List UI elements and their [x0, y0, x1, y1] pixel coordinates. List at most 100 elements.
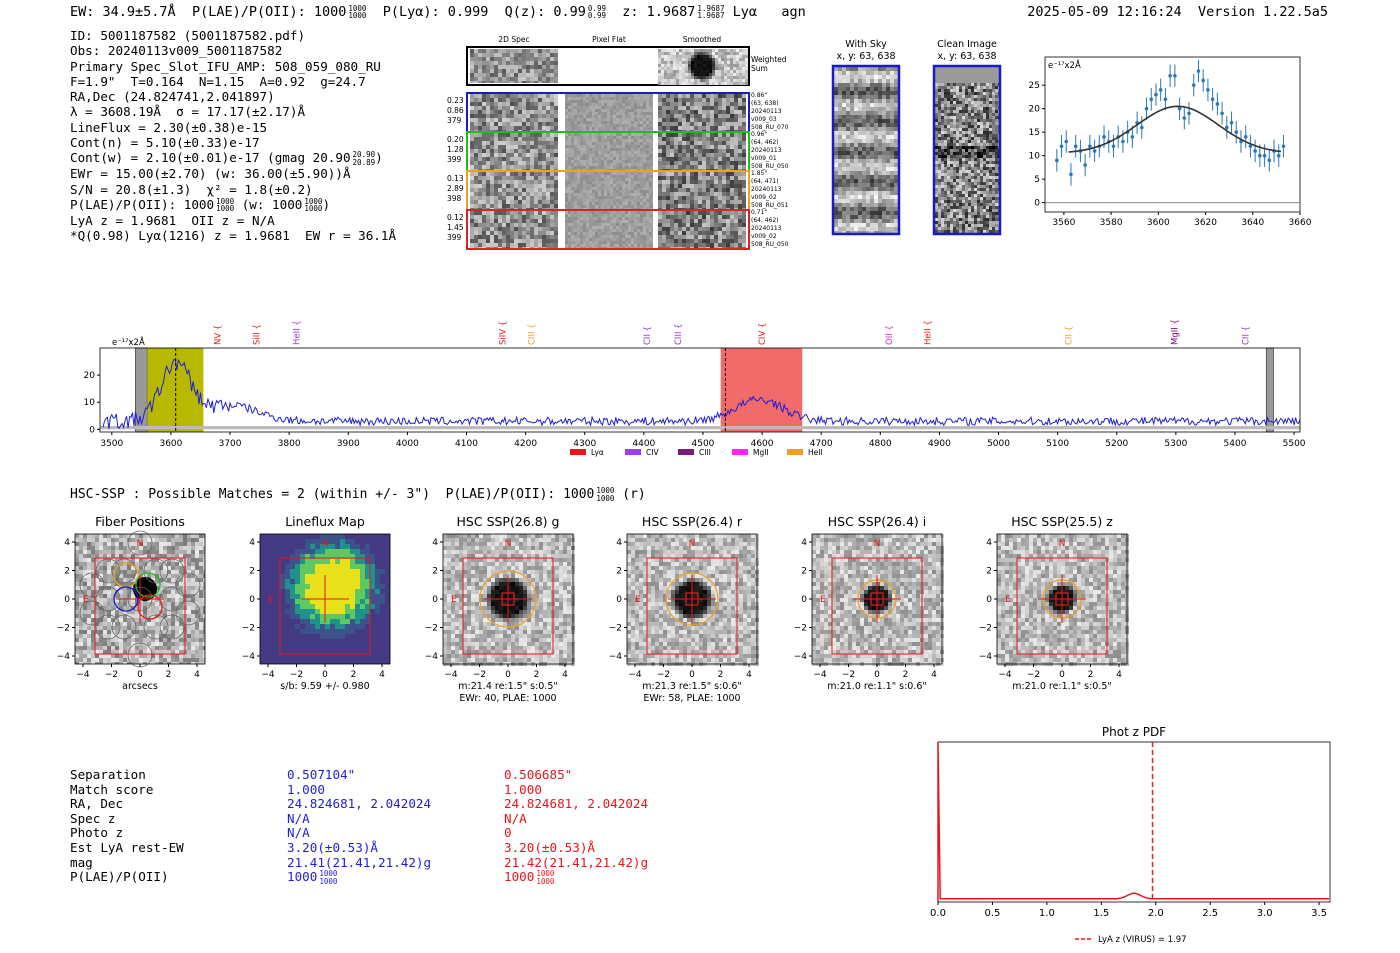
imaging-ytick-label: −2	[425, 624, 438, 634]
spectrum-ytick-label: 20	[84, 371, 96, 381]
cutout-left-label: 399	[447, 155, 462, 164]
spectrum-xtick-label: 4000	[396, 439, 419, 449]
cutout-right-label: 20240113	[751, 186, 782, 193]
imaging-caption: m:21.0 re:1.1" s:0.5"	[1012, 681, 1112, 692]
spectrum-line-name: CIII {	[674, 323, 684, 345]
spectrum-ytick-label: 0	[89, 425, 95, 435]
fiber-circle	[159, 614, 185, 640]
zoom-point	[1102, 135, 1106, 139]
imaging-xtick-label: 0	[137, 670, 143, 680]
imaging-xtick-label: 0	[1059, 670, 1065, 680]
info-z: LyA z = 1.9681 OII z = N/A	[70, 212, 275, 228]
imaging-ytick-label: 4	[986, 538, 992, 548]
zoom-point	[1187, 111, 1191, 116]
zoom-point	[1206, 88, 1210, 92]
imaging-xtick-label: 0	[874, 670, 880, 680]
cutout-left-label: 0.23	[447, 96, 464, 105]
weighted-2d	[470, 49, 558, 83]
north-label: N	[505, 539, 512, 549]
fiber-circle	[95, 558, 121, 584]
info-q: *Q(0.98) Lyα(1216) z = 1.9681 EW r = 36.…	[70, 228, 397, 244]
with-sky-image	[834, 67, 898, 235]
spectrum-xtick-label: 5000	[987, 439, 1010, 449]
match-cell: 0.507104"	[287, 767, 356, 782]
imaging-xtick-label: −4	[76, 670, 90, 680]
imaging-xtick-label: −4	[813, 670, 827, 680]
spectrum-line-label: OII {	[885, 325, 895, 345]
zoom-xtick-label: 3560	[1052, 218, 1075, 228]
info-id: ID: 5001187582 (5001187582.pdf)	[70, 28, 306, 43]
spectrum-legend-swatch	[787, 449, 803, 455]
imaging-xtick-label: 2	[1088, 670, 1094, 680]
zoom-point	[1088, 144, 1092, 149]
cutout-flat	[565, 211, 653, 248]
cutout-left-label: 379	[447, 116, 462, 125]
cutout-left-label: 1.45	[447, 223, 464, 232]
imaging-xtick-label: 0	[505, 670, 511, 680]
aperture-circle	[665, 572, 719, 626]
match-cell: 3.20(±0.53)Å	[504, 839, 595, 855]
imaging-ytick-label: 2	[986, 567, 992, 577]
cutout-right-label: 1.85"	[751, 170, 767, 177]
z-value: z: 1.9687	[622, 4, 696, 20]
spectrum-line-label: CIII {	[528, 323, 538, 345]
imaging-xtick-label: −2	[290, 670, 303, 680]
fiber-circle	[143, 558, 169, 584]
fiber-circle	[159, 558, 185, 584]
fiber-circle	[79, 572, 105, 598]
zoom-ytick-label: 10	[1029, 152, 1041, 162]
imaging-xtick-label: 4	[562, 670, 568, 680]
match-cell: 24.824681, 2.042024	[504, 796, 649, 812]
cutout-right-label: 20240113	[751, 147, 782, 154]
imaging-ytick-label: 0	[801, 595, 807, 605]
cutout-left-label: 1.28	[447, 145, 464, 154]
imaging-title: HSC SSP(26.4) i	[828, 514, 926, 529]
east-label: E	[635, 595, 641, 605]
pdf-xtick-label: 3.5	[1311, 908, 1327, 919]
zoom-xtick-label: 3580	[1100, 218, 1123, 228]
plae-value: P(LAE)/P(OII): 1000	[191, 4, 347, 20]
spectrum-line-name: HeII {	[924, 320, 934, 345]
zoom-point	[1225, 125, 1229, 130]
spectrum-xtick-label: 3500	[100, 439, 123, 449]
imaging-ytick-label: −2	[979, 624, 992, 634]
imaging-title: HSC SSP(26.4) r	[642, 514, 743, 529]
spectrum-line-name: CII {	[1242, 326, 1252, 345]
imaging-ytick-label: −4	[242, 652, 256, 662]
pdf-title: Phot z PDF	[1102, 725, 1166, 739]
imaging-ytick-label: 0	[986, 595, 992, 605]
spectrum-legend-swatch	[625, 449, 641, 455]
spectrum-line-label: CII {	[643, 326, 653, 345]
zoom-axes	[1044, 56, 1301, 213]
match-cell: N/A	[287, 810, 310, 826]
zoom-point	[1144, 106, 1149, 111]
spectrum-legend-label: CIV	[646, 448, 659, 457]
imaging-xtick-label: −2	[473, 670, 486, 680]
match-cell: Photo z	[70, 825, 124, 841]
weighted-flat	[565, 49, 653, 83]
match-cell: Match score	[70, 781, 154, 797]
match-cell: 0	[504, 825, 512, 841]
fiber-circle	[111, 614, 137, 640]
zoom-fit-curve	[1068, 105, 1282, 153]
spectrum-xtick-label: 3900	[337, 439, 360, 449]
match-cell: 0.506685"	[504, 767, 573, 782]
imaging-ytick-label: −4	[57, 652, 71, 662]
info-contn: Cont(n) = 5.10(±0.33)e-17	[70, 135, 260, 151]
spectrum-xtick-label: 3600	[159, 439, 182, 449]
imaging-ytick-label: −2	[609, 624, 622, 634]
zoom-ytick-label: 0	[1034, 199, 1040, 209]
imaging-xtick-label: −4	[628, 670, 642, 680]
spectrum-line-label: CIV {	[758, 323, 768, 345]
zoom-xtick-label: 3640	[1241, 218, 1264, 228]
cutout-2d	[470, 172, 558, 209]
pdf-xtick-label: 1.5	[1093, 908, 1109, 919]
imaging-xtick-label: 0	[322, 670, 328, 680]
zoom-point	[1168, 73, 1172, 78]
cutout-right-label: v009_03	[751, 116, 777, 123]
east-label: E	[268, 595, 274, 605]
imaging-xtick-label: 2	[534, 670, 540, 680]
cutout-right-label: 0.96"	[751, 131, 767, 138]
